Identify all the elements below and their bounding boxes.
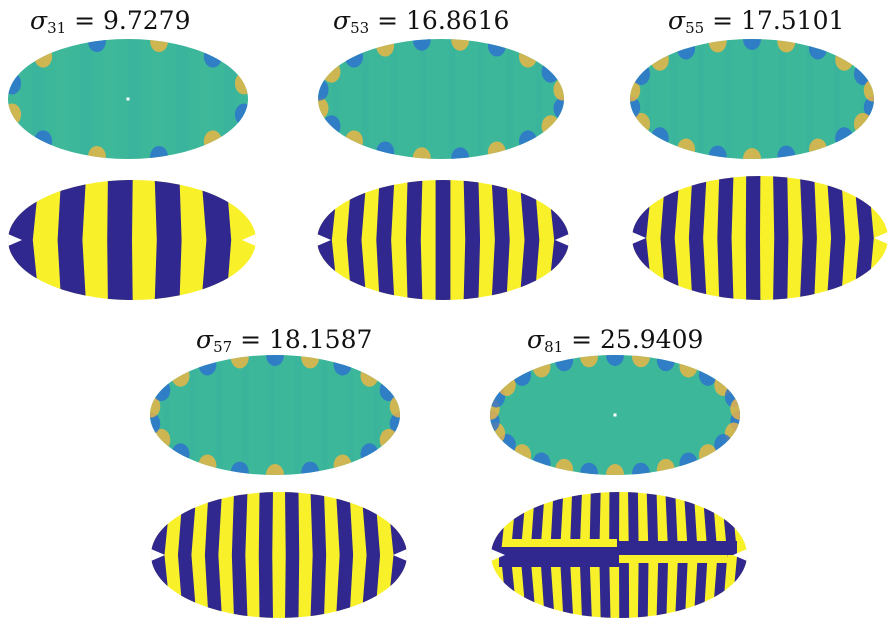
sigma-value: 16.8616: [406, 6, 510, 35]
sigma-label: σ53 = 16.8616: [333, 6, 509, 37]
mode-heatmap-ellipse: [490, 355, 740, 475]
sigma-symbol: σ: [527, 325, 545, 354]
sigma-label: σ55 = 17.5101: [668, 6, 844, 37]
sigma-label: σ31 = 9.7279: [30, 6, 191, 37]
equals-sign: =: [369, 6, 407, 35]
equals-sign: =: [563, 325, 601, 354]
mode-sign-ellipse: [317, 180, 569, 300]
sigma-symbol: σ: [196, 325, 214, 354]
sigma-symbol: σ: [30, 6, 48, 35]
sigma-subscript: 81: [544, 338, 564, 356]
sigma-subscript: 57: [213, 338, 233, 356]
sigma-value: 17.5101: [741, 6, 845, 35]
sigma-label: σ57 = 18.1587: [196, 325, 372, 356]
mode-sign-ellipse: [151, 492, 407, 618]
center-marker: [613, 413, 617, 417]
sigma-subscript: 31: [47, 19, 67, 37]
equals-sign: =: [704, 6, 742, 35]
sigma-label: σ81 = 25.9409: [527, 325, 703, 356]
sigma-subscript: 53: [350, 19, 370, 37]
center-marker: [126, 97, 130, 101]
mode-heatmap-ellipse: [318, 39, 564, 159]
sigma-value: 18.1587: [269, 325, 373, 354]
mode-heatmap-ellipse: [150, 355, 400, 475]
mode-sign-ellipse: [632, 176, 888, 300]
mode-sign-ellipse: [8, 180, 256, 300]
sigma-symbol: σ: [668, 6, 686, 35]
mode-sign-ellipse: [491, 492, 747, 618]
equals-sign: =: [232, 325, 270, 354]
mode-heatmap-ellipse: [8, 39, 248, 159]
sigma-value: 25.9409: [600, 325, 704, 354]
mode-heatmap-ellipse: [630, 39, 874, 159]
sigma-subscript: 55: [685, 19, 705, 37]
sigma-symbol: σ: [333, 6, 351, 35]
equals-sign: =: [66, 6, 104, 35]
sigma-value: 9.7279: [103, 6, 191, 35]
